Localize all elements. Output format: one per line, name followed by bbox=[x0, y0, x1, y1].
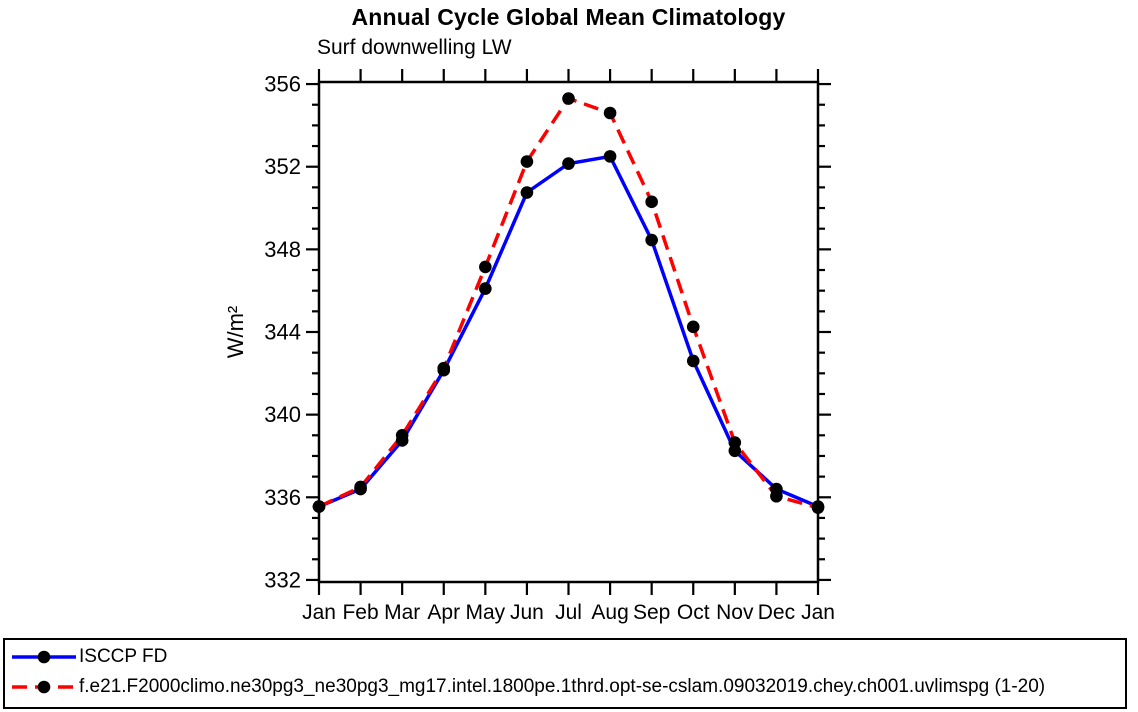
x-axis-tick-label: Apr bbox=[427, 601, 460, 624]
x-axis-tick-label: Dec bbox=[758, 601, 795, 624]
legend-label: f.e21.F2000climo.ne30pg3_ne30pg3_mg17.in… bbox=[79, 676, 1046, 697]
y-axis-tick-label: 340 bbox=[264, 402, 301, 427]
x-axis-tick-label: Nov bbox=[716, 601, 754, 624]
chart-title: Annual Cycle Global Mean Climatology bbox=[351, 4, 786, 30]
x-axis-tick-label: Jan bbox=[801, 601, 835, 624]
data-point-marker bbox=[312, 500, 326, 513]
x-axis-tick-label: Feb bbox=[342, 601, 378, 624]
legend-entry: ISCCP FD bbox=[11, 642, 1125, 672]
y-axis-tick-label: 344 bbox=[264, 320, 301, 345]
x-axis-tick-label: May bbox=[465, 601, 505, 624]
legend-line-sample-solid bbox=[12, 650, 76, 664]
data-point-marker bbox=[645, 195, 658, 209]
data-point-marker bbox=[437, 361, 451, 375]
y-axis-tick-label: 356 bbox=[264, 72, 301, 97]
legend-entry: f.e21.F2000climo.ne30pg3_ne30pg3_mg17.in… bbox=[11, 672, 1125, 702]
y-axis-label: W/m² bbox=[223, 306, 248, 359]
legend-marker-dot-icon bbox=[37, 680, 51, 694]
data-point-marker bbox=[686, 354, 700, 368]
data-point-marker bbox=[479, 282, 492, 295]
x-axis-tick-label: Oct bbox=[677, 601, 710, 624]
data-point-marker bbox=[520, 155, 534, 168]
data-point-marker bbox=[562, 157, 575, 170]
data-point-marker bbox=[603, 150, 617, 163]
data-point-marker bbox=[520, 186, 534, 199]
y-axis-tick-label: 348 bbox=[264, 237, 301, 262]
data-point-marker bbox=[645, 233, 658, 247]
y-axis-tick-label: 352 bbox=[264, 154, 301, 179]
x-axis-tick-label: Jul bbox=[555, 601, 582, 624]
chart-canvas: 332 336 340 344 348 352 356 Jan Feb Mar Apr May Jun J… bbox=[223, 69, 835, 624]
data-point-marker bbox=[354, 480, 367, 494]
plot-frame bbox=[317, 80, 820, 584]
data-point-marker bbox=[728, 436, 742, 449]
legend-box: ISCCP FD f.e21.F2000climo.ne30pg3_ne30pg… bbox=[3, 638, 1127, 709]
data-point-marker bbox=[562, 92, 575, 105]
x-axis-tick-label: Mar bbox=[384, 601, 420, 624]
data-point-marker bbox=[811, 501, 825, 514]
legend-label: ISCCP FD bbox=[79, 646, 168, 667]
data-point-marker bbox=[479, 260, 492, 274]
y-axis-tick-label: 332 bbox=[264, 567, 301, 592]
y-axis-tick-label: 336 bbox=[264, 485, 301, 510]
data-point-marker bbox=[686, 320, 700, 334]
x-axis-tick-label: Aug bbox=[591, 601, 628, 624]
x-axis-tick-label: Jan bbox=[302, 601, 336, 624]
legend-marker-dot-icon bbox=[37, 650, 51, 664]
x-axis-tick-label: Sep bbox=[633, 601, 670, 624]
data-point-marker bbox=[603, 106, 617, 120]
data-point-marker bbox=[395, 429, 409, 442]
legend-line-sample-dashed bbox=[12, 680, 76, 694]
x-axis-tick-label: Jun bbox=[510, 601, 544, 624]
data-point-marker bbox=[770, 489, 783, 503]
chart-subtitle: Surf downwelling LW bbox=[317, 36, 512, 59]
